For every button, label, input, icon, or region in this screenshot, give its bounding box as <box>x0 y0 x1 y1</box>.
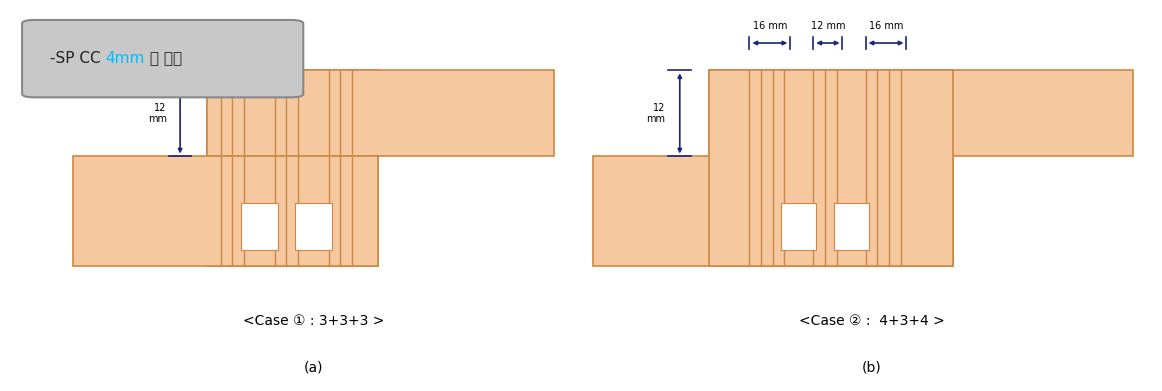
Bar <box>207 70 554 156</box>
Text: 12 mm: 12 mm <box>218 21 252 31</box>
Text: (b): (b) <box>862 361 881 375</box>
Bar <box>241 203 278 250</box>
FancyBboxPatch shape <box>22 20 303 97</box>
Bar <box>295 203 332 250</box>
Text: 12 mm: 12 mm <box>811 21 845 31</box>
Text: 12
mm: 12 mm <box>148 102 167 124</box>
Text: -SP CC: -SP CC <box>50 51 106 66</box>
Text: 16 mm: 16 mm <box>869 21 903 31</box>
Text: 12
mm: 12 mm <box>646 102 665 124</box>
Bar <box>709 70 1133 156</box>
Text: <Case ② :  4+3+4 >: <Case ② : 4+3+4 > <box>798 314 945 328</box>
Text: 폭 도체: 폭 도체 <box>145 51 182 66</box>
Bar <box>207 70 378 266</box>
Bar <box>593 156 953 266</box>
Bar <box>73 156 378 266</box>
Bar <box>709 70 953 266</box>
Bar <box>781 203 816 250</box>
Text: (a): (a) <box>304 361 323 375</box>
Text: 4mm: 4mm <box>106 51 145 66</box>
Bar <box>834 203 869 250</box>
Text: 16 mm: 16 mm <box>753 21 787 31</box>
Text: <Case ① : 3+3+3 >: <Case ① : 3+3+3 > <box>243 314 385 328</box>
